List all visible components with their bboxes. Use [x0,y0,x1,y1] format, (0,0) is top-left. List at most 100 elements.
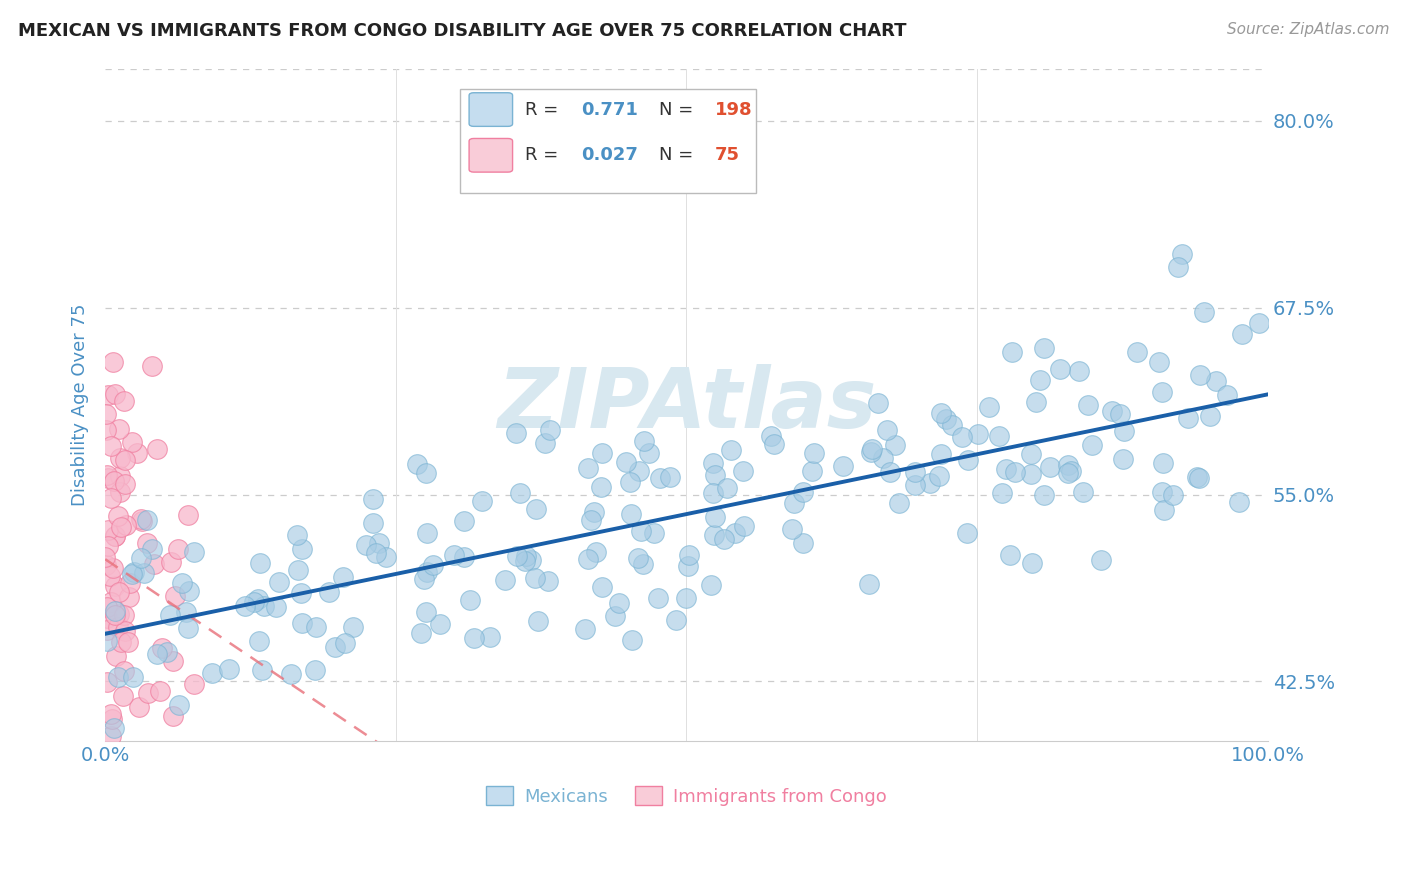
Point [333,635,356,649]
Point [250,663,273,677]
Point [1049,362,1071,376]
Point [96,633,118,648]
Point [117,635,139,649]
Point [114,624,136,638]
Point [104,607,127,622]
Point [506,549,529,563]
Point [1021,447,1043,461]
Point [1090,552,1112,566]
Point [1171,246,1194,260]
Point [574,622,596,636]
Point [201,666,224,681]
Point [115,517,138,532]
Point [318,584,340,599]
Point [104,648,127,663]
Point [1033,488,1056,502]
Point [1021,557,1043,571]
Point [159,555,181,569]
Point [523,571,546,585]
Point [614,455,637,469]
Point [519,553,541,567]
Point [941,418,963,433]
Point [100,706,122,721]
Point [1161,488,1184,502]
Point [108,584,131,599]
Point [416,525,439,540]
Point [1230,327,1253,342]
Text: N =: N = [659,101,699,119]
Point [266,600,288,615]
Point [1147,355,1170,369]
Point [108,485,131,500]
Point [860,442,883,456]
Point [527,614,550,628]
Point [904,465,927,479]
Point [104,529,127,543]
Point [121,434,143,449]
Point [342,620,364,634]
Point [515,549,537,564]
FancyBboxPatch shape [460,88,756,193]
Point [676,558,699,573]
Point [375,550,398,565]
Point [1249,316,1271,330]
Point [97,388,120,402]
Point [889,496,911,510]
Point [1057,458,1080,473]
Point [998,548,1021,562]
Text: N =: N = [659,146,699,164]
Point [364,546,387,560]
Point [494,573,516,587]
Point [305,620,328,634]
Point [110,520,132,534]
Point [118,591,141,605]
Point [96,674,118,689]
Point [716,481,738,495]
Point [413,573,436,587]
Point [134,566,156,580]
Point [524,501,547,516]
Point [453,514,475,528]
Point [291,616,314,631]
Point [149,684,172,698]
Point [304,663,326,677]
Point [287,563,309,577]
Point [107,756,129,771]
Point [1101,404,1123,418]
Point [792,484,814,499]
Text: 198: 198 [714,101,752,119]
Point [1114,424,1136,438]
Point [110,635,132,649]
Point [107,620,129,634]
Point [931,447,953,461]
Point [627,464,650,478]
Point [104,387,127,401]
Point [101,712,124,726]
Point [1188,471,1211,485]
Point [1025,395,1047,409]
Point [104,529,127,543]
Point [935,412,957,426]
Point [678,548,700,562]
Point [332,569,354,583]
Point [1108,407,1130,421]
Point [415,467,437,481]
FancyBboxPatch shape [470,138,513,172]
Point [94,407,117,421]
Point [100,491,122,506]
Point [1153,502,1175,516]
Point [1077,399,1099,413]
Point [103,561,125,575]
Point [243,595,266,609]
Point [323,640,346,654]
Point [872,450,894,465]
Point [966,426,988,441]
Point [1125,344,1147,359]
Point [183,545,205,559]
Point [114,453,136,467]
Point [100,595,122,609]
Point [589,480,612,494]
Point [98,569,121,583]
Point [247,633,270,648]
Point [463,631,485,645]
